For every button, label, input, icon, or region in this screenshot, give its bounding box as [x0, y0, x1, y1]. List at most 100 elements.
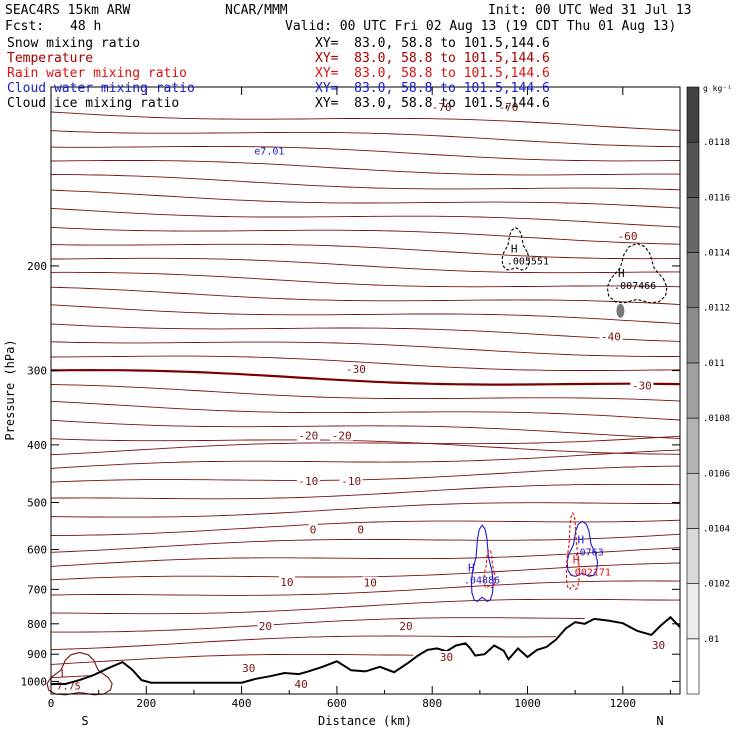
isotherm-line — [50, 111, 681, 131]
isotherm-line — [50, 675, 90, 679]
extremum-value: .04886 — [464, 575, 500, 586]
color-bar-label: .0106 — [703, 469, 730, 479]
x-tick-label: 0 — [48, 697, 55, 710]
field-xy-temperature: XY= 83.0, 58.8 to 101.5,144.6 — [315, 51, 550, 66]
y-tick-label: 200 — [27, 260, 47, 273]
contour-label-background — [356, 523, 366, 535]
isotherm-line — [50, 226, 681, 245]
isotherm-line — [50, 533, 681, 553]
extremum-value: .0763 — [574, 547, 604, 558]
plot-area: -70 -70 -60 -40 -30 -30 -20 -20 -10 -10 0 0 10 10 20 20… — [46, 87, 681, 696]
temperature-contour-label: 30 — [242, 662, 255, 675]
x-tick-label: 200 — [136, 697, 156, 710]
isotherm-line — [50, 243, 681, 260]
terrain-line — [51, 615, 681, 685]
extremum-marker: H — [468, 561, 475, 574]
color-bar-label: .0114 — [703, 249, 730, 259]
extrema-labels: H.005551H.007466H.04886H.0763H.002171L7.… — [57, 147, 657, 693]
cloud-ice-shading — [616, 303, 625, 318]
temperature-contour-label: -10 — [341, 475, 361, 488]
field-xy-rain: XY= 83.0, 58.8 to 101.5,144.6 — [315, 66, 550, 81]
y-tick-label: 600 — [27, 544, 47, 557]
temperature-contour-label: -70 — [432, 101, 452, 114]
x-tick-label: 600 — [327, 697, 347, 710]
contour-label-background — [330, 429, 354, 441]
isotherm-line — [50, 286, 681, 306]
extremum-value: .002171 — [569, 567, 611, 578]
y-tick-label: 300 — [27, 365, 47, 378]
contour-label-background — [308, 523, 318, 535]
isotherm-line — [51, 257, 680, 274]
snow-contour — [606, 242, 668, 304]
extremum-marker: H — [511, 243, 518, 256]
cloud-water-contour — [566, 520, 599, 577]
color-bar-units: g kg⁻¹ — [703, 84, 732, 93]
isotherm-line — [50, 419, 681, 439]
isotherm-line — [50, 598, 680, 615]
isotherm-line — [50, 519, 681, 536]
cloud-water-contour — [470, 524, 494, 603]
field-name-snow: Snow mixing ratio — [7, 36, 141, 51]
plot-background — [51, 87, 680, 694]
isotherm-line — [50, 435, 681, 456]
x-tick-label: 1000 — [514, 697, 541, 710]
field-xy-snow: XY= 83.0, 58.8 to 101.5,144.6 — [315, 36, 550, 51]
color-bar-label: .0102 — [703, 580, 730, 590]
field-name-cloud-water: Cloud water mixing ratio — [7, 81, 195, 96]
extremum-value: .007466 — [614, 281, 656, 292]
color-bar-swatch — [686, 141, 700, 198]
temperature-contour-label: 10 — [364, 577, 377, 590]
y-tick-label: 700 — [27, 583, 47, 596]
isotherm-line — [51, 617, 585, 633]
isotherm-line — [50, 483, 681, 500]
snow-contour — [501, 227, 530, 271]
extremum-marker: H — [578, 533, 585, 546]
color-bar-swatch — [686, 417, 700, 474]
contour-label-background — [496, 100, 520, 112]
color-bar-swatch — [686, 252, 700, 309]
extremum-marker: H — [618, 267, 625, 280]
rain-water-contour — [565, 511, 580, 590]
temperature-contour-label: -60 — [618, 230, 638, 243]
contour-label-background — [438, 651, 455, 663]
isotherm-line — [50, 580, 681, 596]
x-axis-label: Distance (km) — [318, 714, 412, 728]
x-tick-label: 400 — [232, 697, 252, 710]
extremum-value: .005551 — [507, 257, 549, 268]
isotherm-line — [50, 271, 681, 288]
isotherm-line — [50, 438, 681, 455]
isotherm-line — [50, 174, 681, 191]
isotherm-line — [50, 547, 681, 567]
temperature-contour-label: -70 — [499, 101, 519, 114]
color-bar-swatch — [686, 86, 700, 143]
isotherm-line — [50, 189, 681, 209]
temperature-contour-label: 20 — [259, 620, 272, 633]
extremum-value: e7.01 — [254, 147, 284, 158]
color-bar-swatch — [686, 583, 700, 640]
temperature-contour-label: -20 — [298, 430, 318, 443]
header-center: NCAR/MMM — [225, 3, 288, 18]
color-bar-label: .0118 — [703, 138, 730, 148]
field-name-cloud-ice: Cloud ice mixing ratio — [7, 96, 180, 111]
y-tick-label: 1000 — [21, 675, 48, 688]
color-bar-label: .0112 — [703, 304, 730, 314]
extremum-marker: H — [573, 553, 580, 566]
terrain-profile — [51, 615, 681, 685]
isotherm-line — [50, 502, 681, 518]
color-bar-swatch — [686, 528, 700, 584]
isotherm-line — [50, 449, 681, 469]
x-tick-label: 800 — [422, 697, 442, 710]
isotherm-line — [50, 304, 681, 325]
contour-label-background — [293, 677, 310, 689]
contour-label-background — [296, 429, 320, 441]
contour-label-background — [278, 575, 295, 587]
color-bar-swatch — [686, 197, 700, 253]
temperature-contour-label: -20 — [332, 430, 352, 443]
isotherm-line — [50, 207, 681, 228]
extremum-marker: L — [61, 667, 68, 680]
x-axis-north-label: N — [656, 714, 663, 728]
rain-water-contour — [483, 548, 496, 589]
color-bar-swatch — [686, 638, 700, 695]
contour-label-background — [650, 638, 667, 650]
